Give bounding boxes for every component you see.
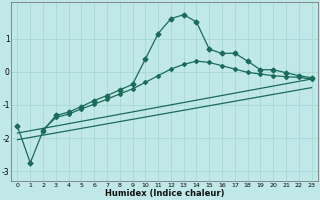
X-axis label: Humidex (Indice chaleur): Humidex (Indice chaleur) (105, 189, 224, 198)
